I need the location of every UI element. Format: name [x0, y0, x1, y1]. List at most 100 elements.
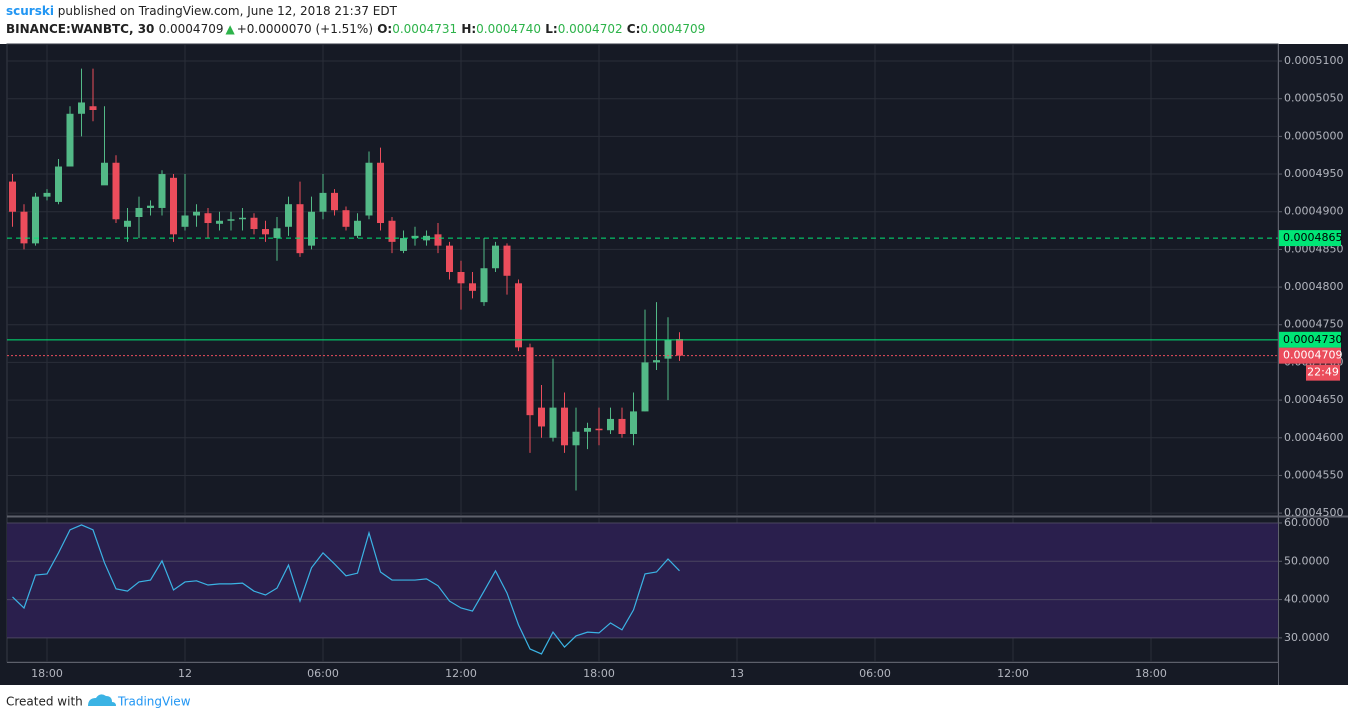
candle-body: [618, 418, 626, 435]
y-tick-label: 40.0000: [1284, 593, 1330, 606]
candle-body: [124, 220, 131, 227]
o-label: O:: [377, 22, 392, 36]
candle-body: [193, 211, 200, 216]
l-value: 0.0004702: [558, 22, 623, 36]
price-label: 0.0004730: [1283, 333, 1343, 346]
c-label: C:: [627, 22, 641, 36]
x-tick-label: 12:00: [445, 667, 477, 680]
chart-layer: 18:00 12 06:00 12:00 18:00 13 06:00 12:00 18:00 0…: [7, 44, 1344, 680]
x-tick-label: 12:00: [997, 667, 1029, 680]
x-tick-label: 18:00: [1135, 667, 1167, 680]
candle-body: [515, 283, 522, 348]
candle-body: [308, 211, 315, 246]
candle-body: [388, 220, 396, 242]
candle-body: [158, 174, 166, 208]
candle-body: [676, 339, 683, 356]
candle-body: [423, 235, 430, 241]
candle-body: [32, 196, 39, 244]
y-tick-label: 0.0004900: [1284, 205, 1344, 218]
y-tick-label: 0.0005100: [1284, 54, 1344, 67]
candle-body: [227, 219, 235, 221]
candle-body: [9, 181, 16, 212]
published: published on TradingView.com, June 12, 2…: [58, 4, 398, 18]
candle-body: [411, 235, 419, 239]
candle-body: [561, 407, 568, 446]
up-arrow: ▲: [225, 22, 235, 36]
candle-body: [20, 211, 28, 244]
logo: [88, 694, 116, 706]
candle-body: [549, 407, 557, 438]
candle-body: [239, 217, 246, 220]
countdown-bg: [1306, 364, 1340, 381]
candle-body: [170, 177, 177, 235]
candle-body: [434, 234, 442, 246]
symbol: BINANCE:WANBTC, 30: [6, 22, 154, 36]
candle-body: [273, 228, 281, 239]
candle-body: [365, 162, 373, 216]
candle-body: [112, 162, 120, 220]
y-tick-label: 60.0000: [1284, 516, 1330, 529]
rsi-line: [12, 524, 680, 655]
x-tick-label: 18:00: [583, 667, 615, 680]
y-tick-label: 0.0004550: [1284, 468, 1344, 481]
candle-body: [572, 431, 580, 446]
footer-created: Created with: [6, 695, 83, 709]
y-tick-label: 0.0004950: [1284, 167, 1344, 180]
price-label: 0.0004709: [1283, 349, 1343, 362]
candle-body: [331, 192, 338, 211]
y-tick-label: 0.0004600: [1284, 431, 1344, 444]
x-tick-label: 18:00: [31, 667, 63, 680]
candle-body: [342, 210, 350, 227]
candle-body: [135, 207, 143, 217]
y-tick-label: 0.0004650: [1284, 393, 1344, 406]
h-label: H:: [461, 22, 476, 36]
header-bg: [0, 0, 1348, 44]
x-tick-label: 13: [730, 667, 744, 680]
footer-brand[interactable]: TradingView: [117, 695, 191, 709]
price-label-bg: [1279, 331, 1341, 348]
o-value: 0.0004731: [392, 22, 457, 36]
price-label-bg: [1279, 347, 1341, 364]
price-label: 0.0004865: [1283, 231, 1343, 244]
candle-body: [319, 192, 327, 212]
h-value: 0.0004740: [476, 22, 541, 36]
candle-body: [181, 215, 189, 227]
candle-body: [55, 166, 62, 202]
candle-body: [480, 268, 488, 303]
change: +0.0000070 (+1.51%): [237, 22, 373, 36]
candle-body: [262, 229, 269, 235]
footer-bg: [0, 685, 1348, 719]
candle-body: [492, 245, 499, 269]
candle-body: [354, 220, 361, 236]
y-tick-label: 30.0000: [1284, 631, 1330, 644]
candle-body: [147, 205, 154, 208]
candle-body: [296, 204, 304, 254]
l-label: L:: [545, 22, 557, 36]
candle-body: [66, 113, 74, 167]
candle-body: [630, 411, 637, 435]
y-tick-label: 0.0005050: [1284, 92, 1344, 105]
candle-body: [526, 347, 534, 416]
candle-body: [285, 204, 292, 227]
candle-body: [101, 162, 108, 186]
c-value: 0.0004709: [640, 22, 705, 36]
candle-body: [538, 407, 545, 427]
candle-body: [446, 245, 453, 273]
x-tick-label: 06:00: [307, 667, 339, 680]
candle-body: [250, 217, 258, 230]
header-line-1: scurski published on TradingView.com, Ju…: [6, 4, 398, 18]
candle-body: [78, 102, 85, 114]
candle-body: [595, 428, 603, 431]
candle-body: [469, 283, 476, 291]
y-tick-label: 0.0004750: [1284, 318, 1344, 331]
candle-body: [503, 245, 511, 276]
y-tick-label: 0.0004500: [1284, 506, 1344, 519]
candle-body: [43, 192, 51, 197]
x-tick-label: 12: [178, 667, 192, 680]
author: scurski: [6, 4, 54, 18]
countdown: 22:49: [1307, 366, 1339, 379]
y-tick-label: 0.0004800: [1284, 280, 1344, 293]
candle-body: [653, 360, 660, 363]
candle-body: [607, 418, 614, 431]
